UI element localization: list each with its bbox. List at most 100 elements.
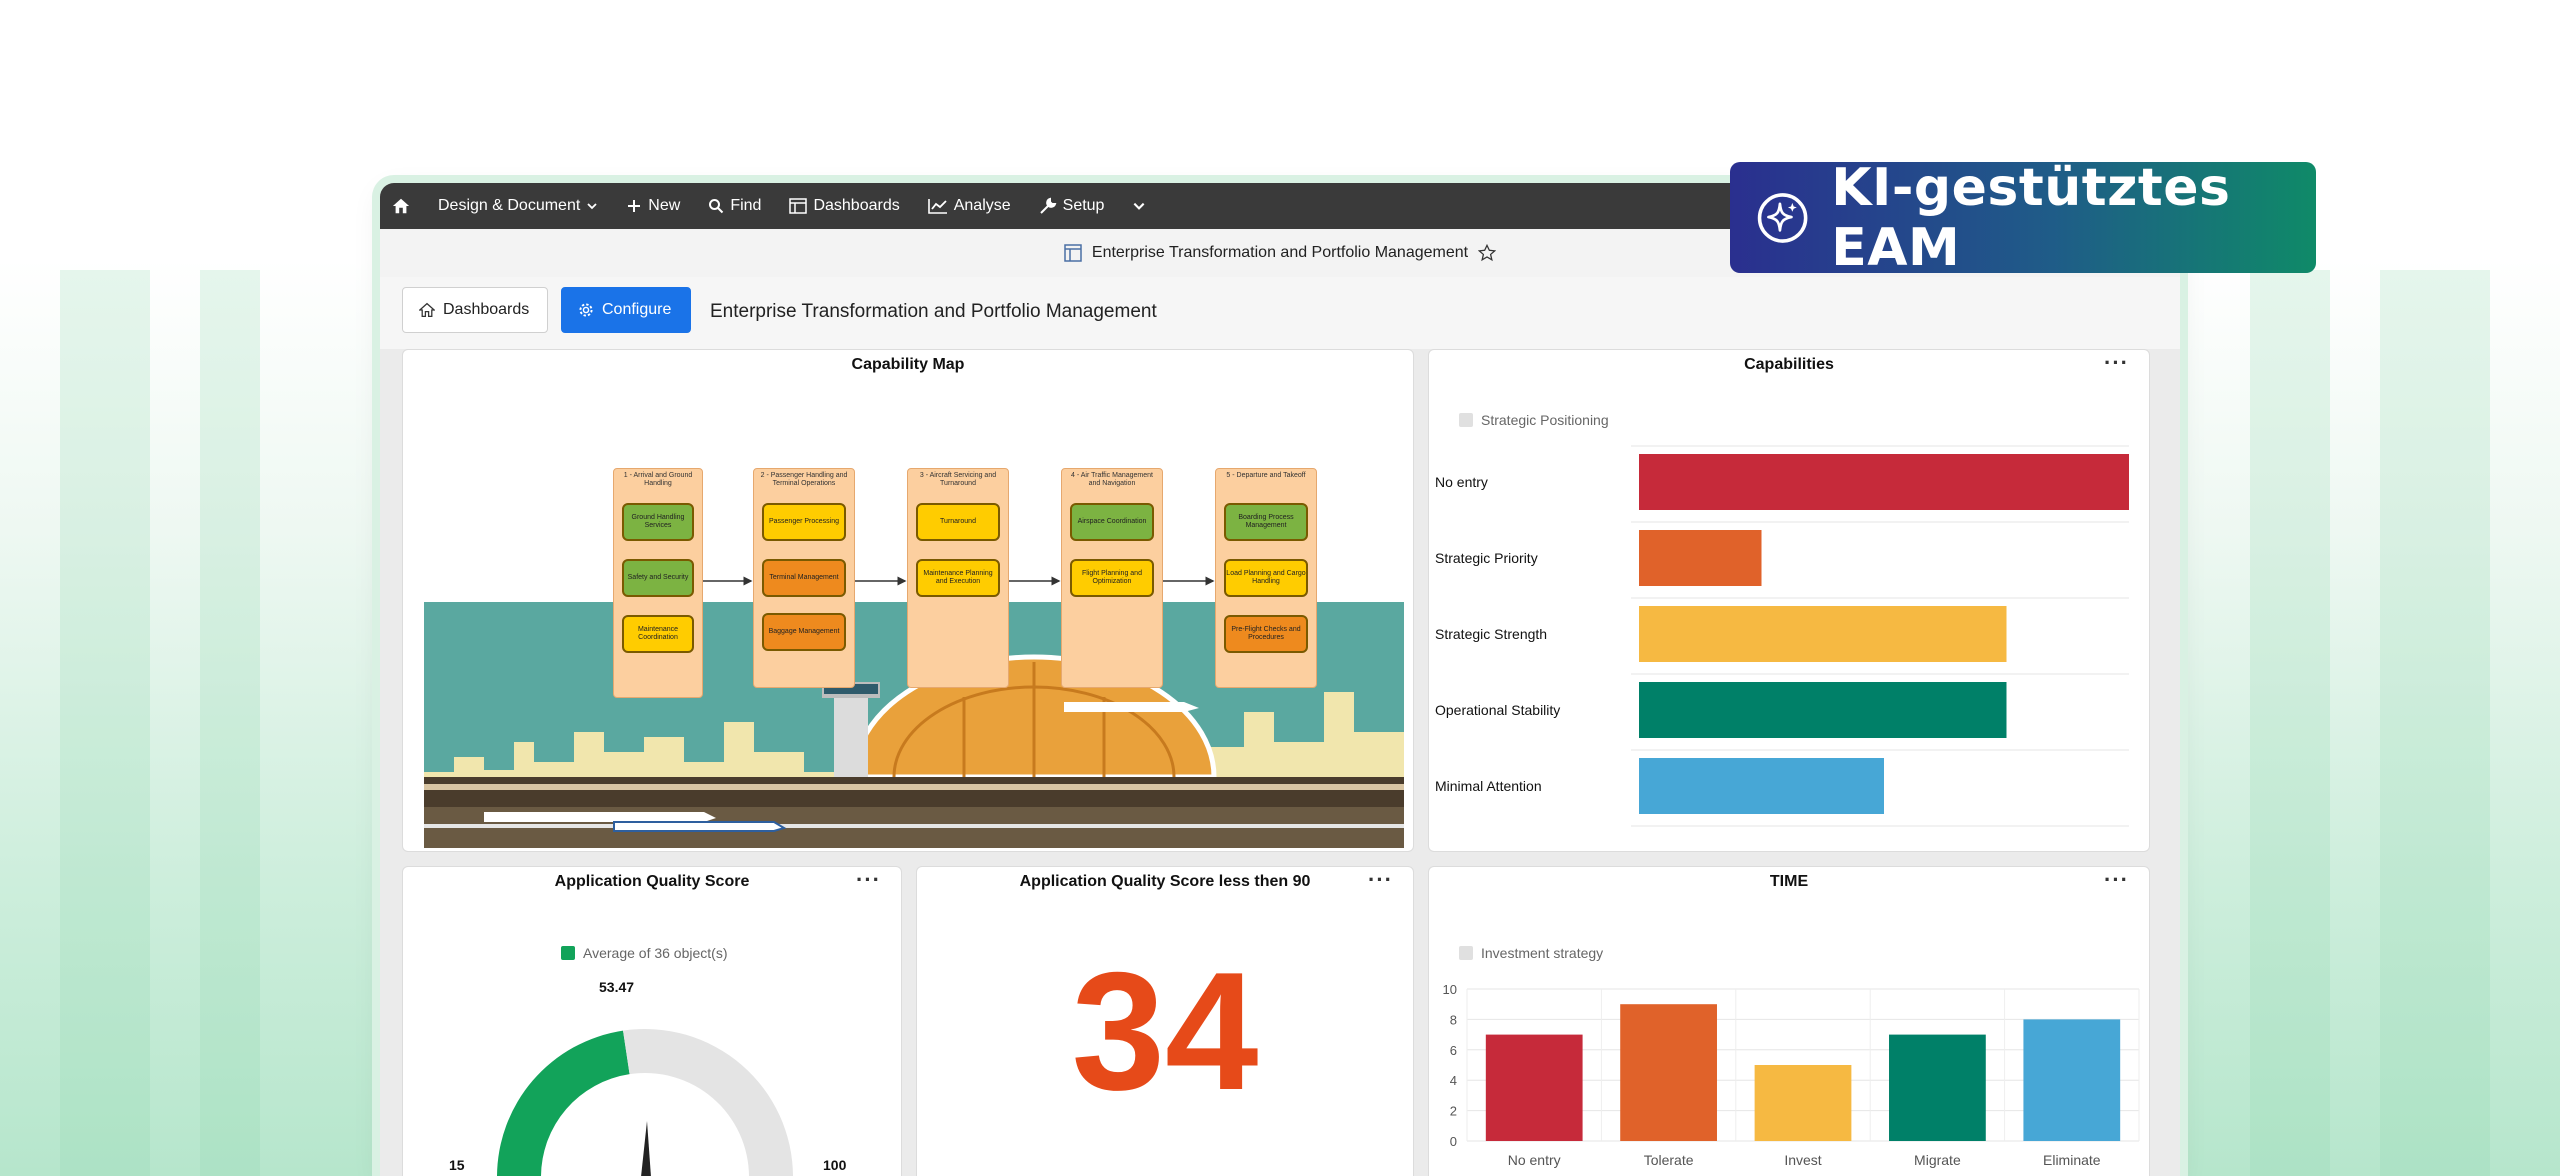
home-button[interactable] bbox=[392, 197, 410, 215]
plus-icon bbox=[628, 200, 641, 212]
wrench-icon bbox=[1039, 197, 1056, 214]
legend-swatch bbox=[561, 946, 575, 960]
capabilities-title: Capabilities bbox=[1744, 356, 1834, 373]
x-tick-label: No entry bbox=[1508, 1152, 1561, 1168]
find-button[interactable]: Find bbox=[708, 197, 761, 215]
y-tick-label: 2 bbox=[1450, 1104, 1457, 1119]
capability-box[interactable]: Passenger Processing bbox=[762, 503, 846, 541]
bar-category-label: No entry bbox=[1435, 474, 1488, 490]
ki-badge: KI-gestütztes EAM bbox=[1730, 158, 2316, 278]
quality-score-panel: Application Quality Score ··· Average of… bbox=[402, 866, 902, 1176]
capability-box[interactable]: Maintenance Coordination bbox=[622, 615, 694, 653]
gauge-track-arc bbox=[623, 1029, 793, 1176]
bar[interactable] bbox=[1639, 682, 2007, 738]
bg-stripe bbox=[200, 270, 260, 1176]
gauge-needle bbox=[641, 1121, 651, 1176]
time-bar-chart: 0 2 4 6 8 10 No entry Tolerate Invest Migrate Elim… bbox=[1443, 982, 2140, 1168]
y-tick-label: 6 bbox=[1450, 1043, 1457, 1058]
bar[interactable] bbox=[1889, 1034, 1986, 1141]
gear-icon bbox=[579, 303, 593, 317]
legend-label: Investment strategy bbox=[1481, 945, 1604, 961]
chart-line-icon bbox=[927, 199, 947, 214]
setup-button[interactable]: Setup bbox=[1039, 197, 1105, 215]
capability-box[interactable]: Ground Handling Services bbox=[622, 503, 694, 541]
configure-button[interactable]: Configure bbox=[561, 287, 691, 333]
new-button[interactable]: New bbox=[626, 197, 680, 215]
bar[interactable] bbox=[1639, 530, 1762, 586]
design-document-label: Design & Document bbox=[438, 197, 581, 214]
time-panel: TIME ··· Investment strategy 0 2 4 6 8 10 No e… bbox=[1428, 866, 2150, 1176]
capabilities-bar-chart: No entry Strategic Priority Strategic Stre… bbox=[1435, 445, 2129, 827]
bar-category-label: Operational Stability bbox=[1435, 702, 1560, 718]
capability-box[interactable]: Turnaround bbox=[916, 503, 1000, 541]
dashboard-header: Dashboards Configure Enterprise Transfor… bbox=[380, 277, 2180, 349]
y-tick-label: 10 bbox=[1443, 982, 1457, 997]
dashboard-icon bbox=[1064, 244, 1082, 262]
bar[interactable] bbox=[1639, 758, 1884, 814]
more-menu-button[interactable] bbox=[1132, 199, 1146, 213]
bar[interactable] bbox=[1485, 1034, 1583, 1141]
gauge-value: 53.47 bbox=[599, 979, 635, 995]
dashboards-button[interactable]: Dashboards bbox=[402, 287, 548, 333]
bg-stripe bbox=[2380, 270, 2490, 1176]
capability-column[interactable]: 3 - Aircraft Servicing and Turnaround Tu… bbox=[907, 468, 1009, 688]
analyse-button[interactable]: Analyse bbox=[927, 197, 1011, 215]
x-tick-label: Migrate bbox=[1914, 1152, 1961, 1168]
home-icon bbox=[419, 302, 435, 318]
bar-category-label: Strategic Strength bbox=[1435, 626, 1547, 642]
x-tick-label: Eliminate bbox=[2043, 1152, 2101, 1168]
chart-legend[interactable]: Strategic Positioning bbox=[1459, 412, 1609, 428]
bar[interactable] bbox=[1639, 454, 2129, 510]
dashboard-canvas: Capability Map 1 - A bbox=[380, 349, 2180, 1176]
dashboard-icon bbox=[789, 198, 808, 214]
capability-column-header: 5 - Departure and Takeoff bbox=[1226, 472, 1306, 479]
setup-label: Setup bbox=[1062, 197, 1105, 214]
design-document-menu[interactable]: Design & Document bbox=[438, 197, 598, 215]
capability-column[interactable]: 2 - Passenger Handling and Terminal Oper… bbox=[753, 468, 855, 688]
capability-column[interactable]: 1 - Arrival and Ground Handling Ground H… bbox=[613, 468, 703, 698]
legend-label: Average of 36 object(s) bbox=[583, 945, 728, 961]
capability-column-header: 4 - Air Traffic Management and Navigatio… bbox=[1071, 472, 1153, 487]
capability-column[interactable]: 4 - Air Traffic Management and Navigatio… bbox=[1061, 468, 1163, 688]
dashboard-title: Enterprise Transformation and Portfolio … bbox=[710, 301, 1157, 322]
capability-column-header: 2 - Passenger Handling and Terminal Oper… bbox=[760, 472, 848, 487]
app-window: Design & Document New Find Dashboards An… bbox=[380, 183, 2180, 1176]
more-options-button[interactable]: ··· bbox=[1368, 867, 1393, 892]
legend-label: Strategic Positioning bbox=[1481, 412, 1609, 428]
more-options-button[interactable]: ··· bbox=[2104, 867, 2129, 892]
bar[interactable] bbox=[1639, 606, 2007, 662]
capability-column[interactable]: 5 - Departure and Takeoff Boarding Proce… bbox=[1215, 468, 1317, 688]
chart-legend[interactable]: Average of 36 object(s) bbox=[561, 945, 728, 961]
capability-box[interactable]: Baggage Management bbox=[762, 613, 846, 651]
bar[interactable] bbox=[1620, 1004, 1717, 1141]
capability-box[interactable]: Boarding Process Management bbox=[1224, 503, 1308, 541]
capability-map-title: Capability Map bbox=[851, 356, 965, 373]
bar-category-label: Minimal Attention bbox=[1435, 778, 1542, 794]
legend-swatch bbox=[1459, 946, 1473, 960]
chevron-down-icon bbox=[587, 203, 597, 210]
page-title: Enterprise Transformation and Portfolio … bbox=[1091, 244, 1469, 261]
capability-box[interactable]: Flight Planning and Optimization bbox=[1070, 559, 1154, 597]
capability-box[interactable]: Maintenance Planning and Execution bbox=[916, 559, 1000, 597]
capability-box[interactable]: Pre-Flight Checks and Procedures bbox=[1224, 615, 1308, 653]
kpi-value: 34 bbox=[1071, 937, 1259, 1125]
star-icon[interactable] bbox=[1478, 244, 1497, 262]
capability-box[interactable]: Load Planning and Cargo Handling bbox=[1224, 559, 1308, 597]
chart-legend[interactable]: Investment strategy bbox=[1459, 945, 1603, 961]
y-tick-label: 4 bbox=[1450, 1073, 1457, 1088]
capability-box[interactable]: Airspace Coordination bbox=[1070, 503, 1154, 541]
configure-button-label: Configure bbox=[602, 301, 672, 318]
more-options-button[interactable]: ··· bbox=[856, 867, 881, 892]
bg-stripe bbox=[2250, 270, 2330, 1176]
y-tick-label: 8 bbox=[1450, 1012, 1457, 1027]
dashboards-nav-button[interactable]: Dashboards bbox=[789, 197, 900, 215]
quality-gauge bbox=[497, 1029, 793, 1176]
time-title: TIME bbox=[1769, 873, 1809, 890]
bar[interactable] bbox=[1754, 1065, 1852, 1141]
capability-box[interactable]: Safety and Security bbox=[622, 559, 694, 597]
bar[interactable] bbox=[2023, 1019, 2121, 1141]
more-options-button[interactable]: ··· bbox=[2104, 350, 2129, 375]
capability-box[interactable]: Terminal Management bbox=[762, 559, 846, 597]
y-tick-label: 0 bbox=[1450, 1134, 1457, 1149]
dashboards-button-label: Dashboards bbox=[443, 301, 530, 318]
